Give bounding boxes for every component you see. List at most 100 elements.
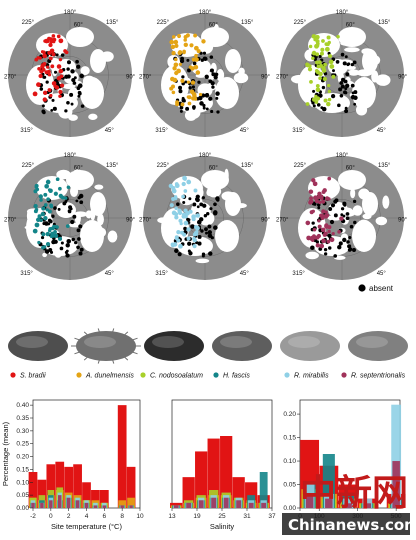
presence-point [183, 38, 187, 42]
presence-point [56, 64, 62, 69]
absent-point [211, 85, 215, 89]
shell-spine [111, 358, 115, 364]
presence-point [48, 42, 53, 48]
land-mass [375, 216, 388, 226]
land-mass [161, 65, 189, 105]
presence-point [41, 67, 46, 72]
absent-point [348, 247, 353, 252]
bar-r-septentrionalis [129, 505, 133, 508]
shell-spine [83, 331, 89, 337]
absent-point [333, 213, 338, 218]
presence-point [180, 230, 185, 235]
degree-label: 45° [377, 271, 387, 277]
presence-point [173, 62, 179, 68]
absent-point [190, 224, 195, 229]
presence-point [193, 33, 198, 38]
presence-point [194, 53, 198, 58]
presence-point [59, 194, 63, 199]
presence-point [170, 44, 176, 50]
absent-point [317, 206, 321, 210]
degree-label: 60° [209, 23, 219, 29]
presence-point [331, 231, 335, 236]
bar-s-bradii [37, 479, 47, 508]
presence-point [319, 195, 324, 201]
bar-r-septentrionalis [120, 505, 124, 508]
absent-point [192, 61, 197, 66]
presence-point [49, 93, 53, 98]
presence-point [315, 243, 320, 248]
absent-point [213, 75, 218, 80]
presence-point [57, 236, 63, 241]
absent-point [74, 240, 78, 245]
land-mass [95, 227, 107, 238]
land-mass [157, 217, 168, 224]
presence-point [177, 208, 182, 213]
bar-r-septentrionalis [40, 502, 44, 508]
absent-point [342, 201, 347, 206]
presence-point [183, 189, 188, 193]
legend-label: C. nodosoalatum [150, 373, 203, 380]
presence-point [192, 244, 197, 249]
absent-point [328, 246, 332, 250]
absent-point [79, 247, 84, 252]
land-mass [356, 69, 373, 77]
presence-point [189, 43, 194, 48]
presence-point [308, 189, 314, 194]
y-tick-label: 0.35 [16, 415, 29, 422]
land-mass [350, 188, 356, 199]
absent-point [71, 237, 76, 242]
x-tick-label: 8 [120, 513, 124, 520]
land-mass [344, 47, 360, 53]
presence-point [324, 46, 330, 52]
presence-point [323, 231, 328, 236]
x-tick-label: 25 [218, 513, 226, 520]
absent-point [339, 93, 344, 98]
presence-point [195, 213, 201, 218]
shell-spine [123, 331, 129, 337]
presence-point [310, 238, 315, 242]
presence-point [315, 39, 320, 44]
presence-point [35, 217, 41, 223]
shell-body [76, 331, 136, 361]
absent-point [47, 222, 51, 226]
absent-point [80, 104, 85, 108]
bar-s-bradii [91, 490, 100, 508]
land-mass [178, 223, 185, 233]
land-mass [355, 104, 368, 116]
presence-point [194, 57, 199, 62]
shell-highlight [152, 336, 184, 348]
presence-point [193, 188, 198, 193]
absent-point [331, 93, 336, 99]
absent-point [209, 207, 213, 211]
presence-point [40, 50, 45, 54]
degree-label: 60° [346, 23, 356, 29]
bar-r-septentrionalis [392, 461, 400, 508]
absent-point [48, 247, 53, 252]
presence-point [195, 70, 201, 75]
absent-point [311, 221, 315, 225]
presence-point [58, 68, 64, 74]
land-mass [233, 72, 249, 84]
y-tick-label: 0.20 [283, 411, 296, 418]
absent-point [64, 109, 68, 113]
presence-point [44, 70, 49, 75]
absent-point [340, 213, 344, 217]
absent-point [197, 80, 201, 84]
land-mass [349, 174, 364, 186]
degree-label: 135° [106, 163, 119, 169]
shell-spine [123, 355, 129, 361]
land-mass [94, 184, 104, 190]
land-mass [216, 69, 225, 82]
absent-point [333, 199, 338, 204]
legend-item-1: S. bradii [10, 372, 46, 380]
legend-item-4: H. fascis [213, 372, 250, 380]
land-mass [347, 69, 360, 76]
y-tick-label: 0.15 [283, 435, 296, 442]
absent-point [205, 107, 209, 111]
absent-point [73, 76, 77, 80]
absent-point [207, 224, 212, 229]
presence-point [186, 80, 191, 84]
presence-point [175, 102, 180, 107]
presence-point [314, 199, 319, 204]
legend-label: S. bradii [20, 373, 46, 380]
